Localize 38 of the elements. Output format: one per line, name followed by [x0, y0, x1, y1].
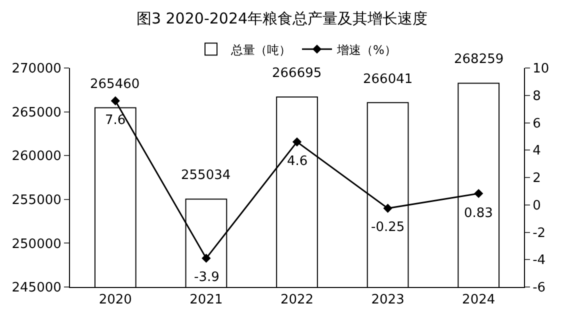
legend-label: 总量（吨） [230, 42, 291, 57]
data-label: 265460 [90, 77, 140, 92]
y2-tick-label: 2 [532, 171, 541, 186]
y-tick-label: 265000 [12, 105, 62, 120]
y2-tick-label: 8 [532, 88, 541, 104]
data-label: -3.9 [194, 270, 220, 285]
y2-tick-label: 6 [532, 116, 541, 132]
x-tick-label: 2020 [98, 292, 132, 308]
data-label: 0.83 [464, 206, 493, 221]
data-label: 255034 [181, 168, 231, 183]
y-tick-label: 270000 [12, 62, 62, 77]
y2-tick-label: 4 [532, 144, 541, 159]
y-tick-label: 260000 [12, 149, 62, 164]
y2-tick-label: -2 [532, 226, 546, 241]
y-tick-label: 245000 [12, 280, 62, 296]
y-tick-label: 255000 [12, 192, 62, 208]
x-tick-label: 2021 [190, 292, 223, 308]
x-tick-label: 2023 [371, 292, 404, 308]
point [383, 204, 392, 213]
data-label: 268259 [454, 52, 504, 67]
y-tick-label: 250000 [12, 236, 62, 252]
point [474, 188, 484, 198]
y2-tick-label: -6 [532, 280, 546, 296]
point [110, 96, 120, 106]
x-tick-label: 2024 [462, 292, 496, 308]
point [292, 137, 302, 146]
data-label: 266695 [272, 66, 322, 81]
legend-label: 增速（%） [336, 42, 396, 57]
data-label: 266041 [363, 72, 413, 87]
x-tick-label: 2022 [280, 292, 314, 308]
y2-tick-label: 10 [532, 62, 550, 77]
point [202, 254, 211, 263]
y2-tick-label: 0 [532, 198, 541, 214]
data-label: 7.6 [105, 113, 126, 128]
data-label: -0.25 [371, 220, 405, 235]
data-label: 4.6 [287, 154, 308, 169]
chart-title: 图3 2020-2024年粮食总产量及其增长速度 [136, 9, 428, 28]
y2-tick-label: -4 [532, 253, 546, 268]
